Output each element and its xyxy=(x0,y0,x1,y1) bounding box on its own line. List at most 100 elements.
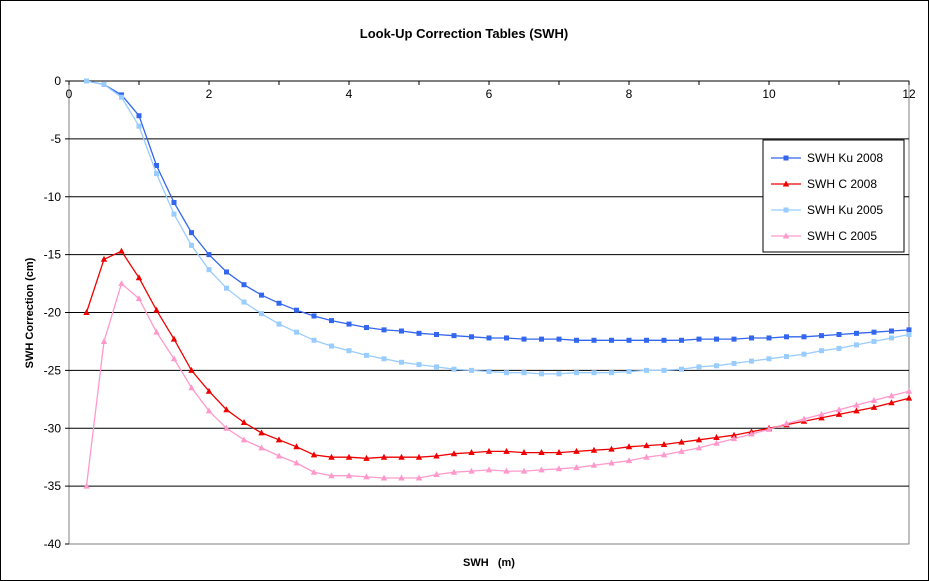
data-point xyxy=(188,366,195,373)
x-tick-label: 4 xyxy=(346,87,353,101)
y-axis-ticks: 0 -5 -10 -15 -20 -25 -30 -35 -40 xyxy=(44,74,69,551)
data-point xyxy=(276,300,282,306)
data-point xyxy=(451,333,457,339)
series-line-swh-ku-2008 xyxy=(86,80,910,341)
data-point xyxy=(644,337,649,343)
data-point xyxy=(170,335,178,342)
data-point xyxy=(293,443,300,450)
data-point xyxy=(240,418,248,425)
data-point xyxy=(311,313,317,319)
data-point xyxy=(765,425,773,432)
data-point xyxy=(346,348,352,354)
data-point xyxy=(100,255,108,262)
data-point xyxy=(609,337,614,343)
x-tick-label: 8 xyxy=(626,87,633,101)
data-point xyxy=(100,337,108,344)
data-point xyxy=(783,420,790,427)
legend-label: SWH C 2005 xyxy=(807,229,877,243)
series-swh-ku-2005 xyxy=(84,78,912,377)
data-point xyxy=(205,407,213,414)
data-point xyxy=(819,348,824,354)
y-tick-label: -10 xyxy=(44,190,62,204)
data-point xyxy=(276,321,282,327)
data-point xyxy=(259,311,264,317)
data-point xyxy=(889,335,894,341)
data-point xyxy=(539,336,544,342)
data-point xyxy=(574,370,579,376)
data-point xyxy=(469,334,474,340)
data-point xyxy=(503,467,510,474)
data-point xyxy=(678,447,685,454)
data-point xyxy=(871,338,877,344)
data-point xyxy=(294,329,299,335)
y-tick-label: -25 xyxy=(44,363,62,377)
y-tick-label: -40 xyxy=(44,537,62,551)
data-point xyxy=(539,371,544,377)
data-point xyxy=(801,351,807,357)
data-point xyxy=(836,345,842,351)
data-point xyxy=(206,252,212,258)
data-point xyxy=(749,335,754,341)
data-point xyxy=(275,452,283,459)
data-point xyxy=(136,123,142,129)
data-point xyxy=(661,367,667,373)
data-point xyxy=(853,401,860,408)
data-point xyxy=(538,449,545,456)
y-tick-label: -20 xyxy=(44,306,62,320)
data-point xyxy=(555,449,563,456)
data-point xyxy=(416,330,422,336)
data-point xyxy=(329,343,334,349)
data-point xyxy=(854,342,859,348)
legend-label: SWH Ku 2005 xyxy=(807,203,883,217)
data-point xyxy=(818,414,825,421)
data-point xyxy=(83,309,90,315)
data-point xyxy=(171,211,177,217)
legend-entry-swh-ku-2005: SWH Ku 2005 xyxy=(771,203,883,217)
legend-label: SWH Ku 2008 xyxy=(807,151,883,165)
data-point xyxy=(870,403,878,410)
data-point xyxy=(521,370,527,376)
legend: SWH Ku 2008 SWH C 2008 SWH Ku 2005 SWH C 20… xyxy=(762,139,905,253)
data-point xyxy=(800,415,808,422)
data-point xyxy=(135,274,143,281)
data-point xyxy=(801,334,807,340)
data-point xyxy=(468,449,475,456)
data-point xyxy=(731,360,737,366)
data-point xyxy=(415,453,423,460)
series-swh-c-2008 xyxy=(83,247,913,461)
legend-entry-swh-c-2005: SWH C 2005 xyxy=(771,229,877,243)
data-point xyxy=(555,465,563,472)
data-point xyxy=(205,387,213,394)
chart-title: Look-Up Correction Tables (SWH) xyxy=(360,26,568,41)
data-point xyxy=(679,366,684,372)
data-point xyxy=(660,451,668,458)
data-point xyxy=(695,444,703,451)
data-point xyxy=(625,443,633,450)
data-point xyxy=(835,410,843,417)
data-point xyxy=(870,396,878,403)
series-swh-c-2005 xyxy=(83,280,913,489)
data-point xyxy=(206,267,212,273)
data-point xyxy=(153,306,160,313)
data-point xyxy=(696,364,702,370)
y-tick-label: -30 xyxy=(44,421,62,435)
legend-marker xyxy=(783,207,789,213)
data-point xyxy=(591,337,597,343)
data-point xyxy=(573,464,580,471)
data-point xyxy=(696,336,702,342)
data-point xyxy=(223,406,230,413)
data-point xyxy=(573,447,580,454)
data-point xyxy=(380,453,388,460)
data-point xyxy=(678,438,685,445)
data-point xyxy=(608,445,615,452)
data-point xyxy=(415,474,423,481)
data-point xyxy=(224,269,229,275)
data-point xyxy=(380,474,388,481)
data-point xyxy=(486,335,492,341)
data-point xyxy=(590,461,598,468)
legend-marker xyxy=(782,232,790,239)
data-point xyxy=(83,482,90,489)
data-point xyxy=(591,370,597,376)
